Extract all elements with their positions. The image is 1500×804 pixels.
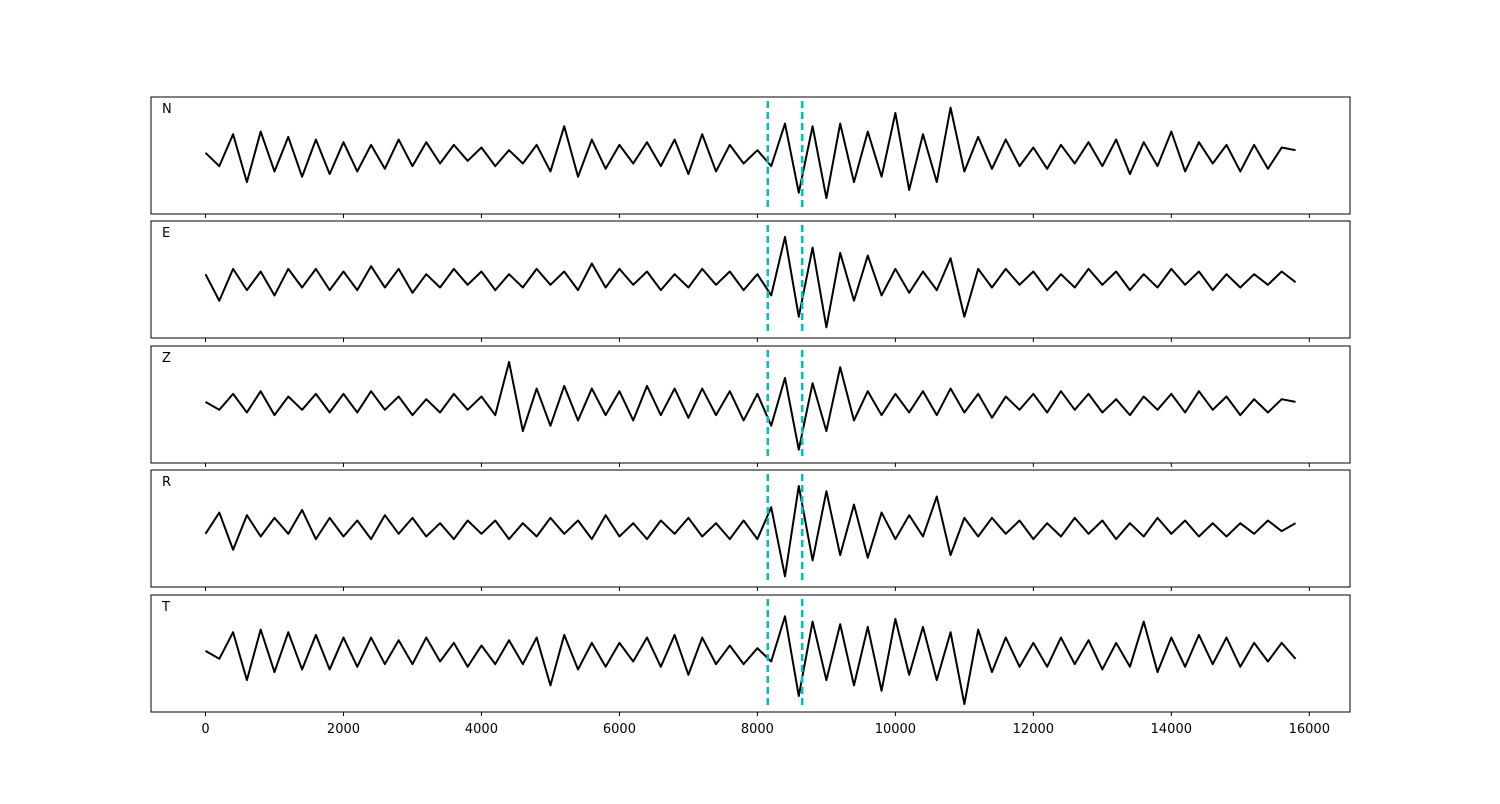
panel-label: T (161, 600, 170, 615)
x-tick-label: 4000 (465, 722, 498, 737)
panel-label: Z (162, 351, 171, 366)
panel-frame (150, 345, 1351, 464)
trace (204, 235, 1297, 329)
trace (204, 615, 1297, 706)
x-tick-label: 8000 (741, 722, 774, 737)
panel-frame (150, 96, 1351, 215)
trace (204, 360, 1296, 451)
trace (204, 106, 1296, 200)
panel-label: E (162, 226, 170, 241)
panel-label: R (162, 475, 171, 490)
panel-label: N (162, 102, 172, 117)
x-tick-label: 12000 (1013, 722, 1054, 737)
x-tick-label: 2000 (327, 722, 360, 737)
x-tick-label: 10000 (875, 722, 916, 737)
x-tick-label: 14000 (1151, 722, 1192, 737)
panel-frame (150, 220, 1351, 339)
x-tick-label: 6000 (603, 722, 636, 737)
x-tick-label: 0 (201, 722, 209, 737)
trace (204, 484, 1297, 578)
x-tick-label: 16000 (1289, 722, 1330, 737)
panel-frame (150, 594, 1351, 713)
panel-frame (150, 469, 1351, 588)
